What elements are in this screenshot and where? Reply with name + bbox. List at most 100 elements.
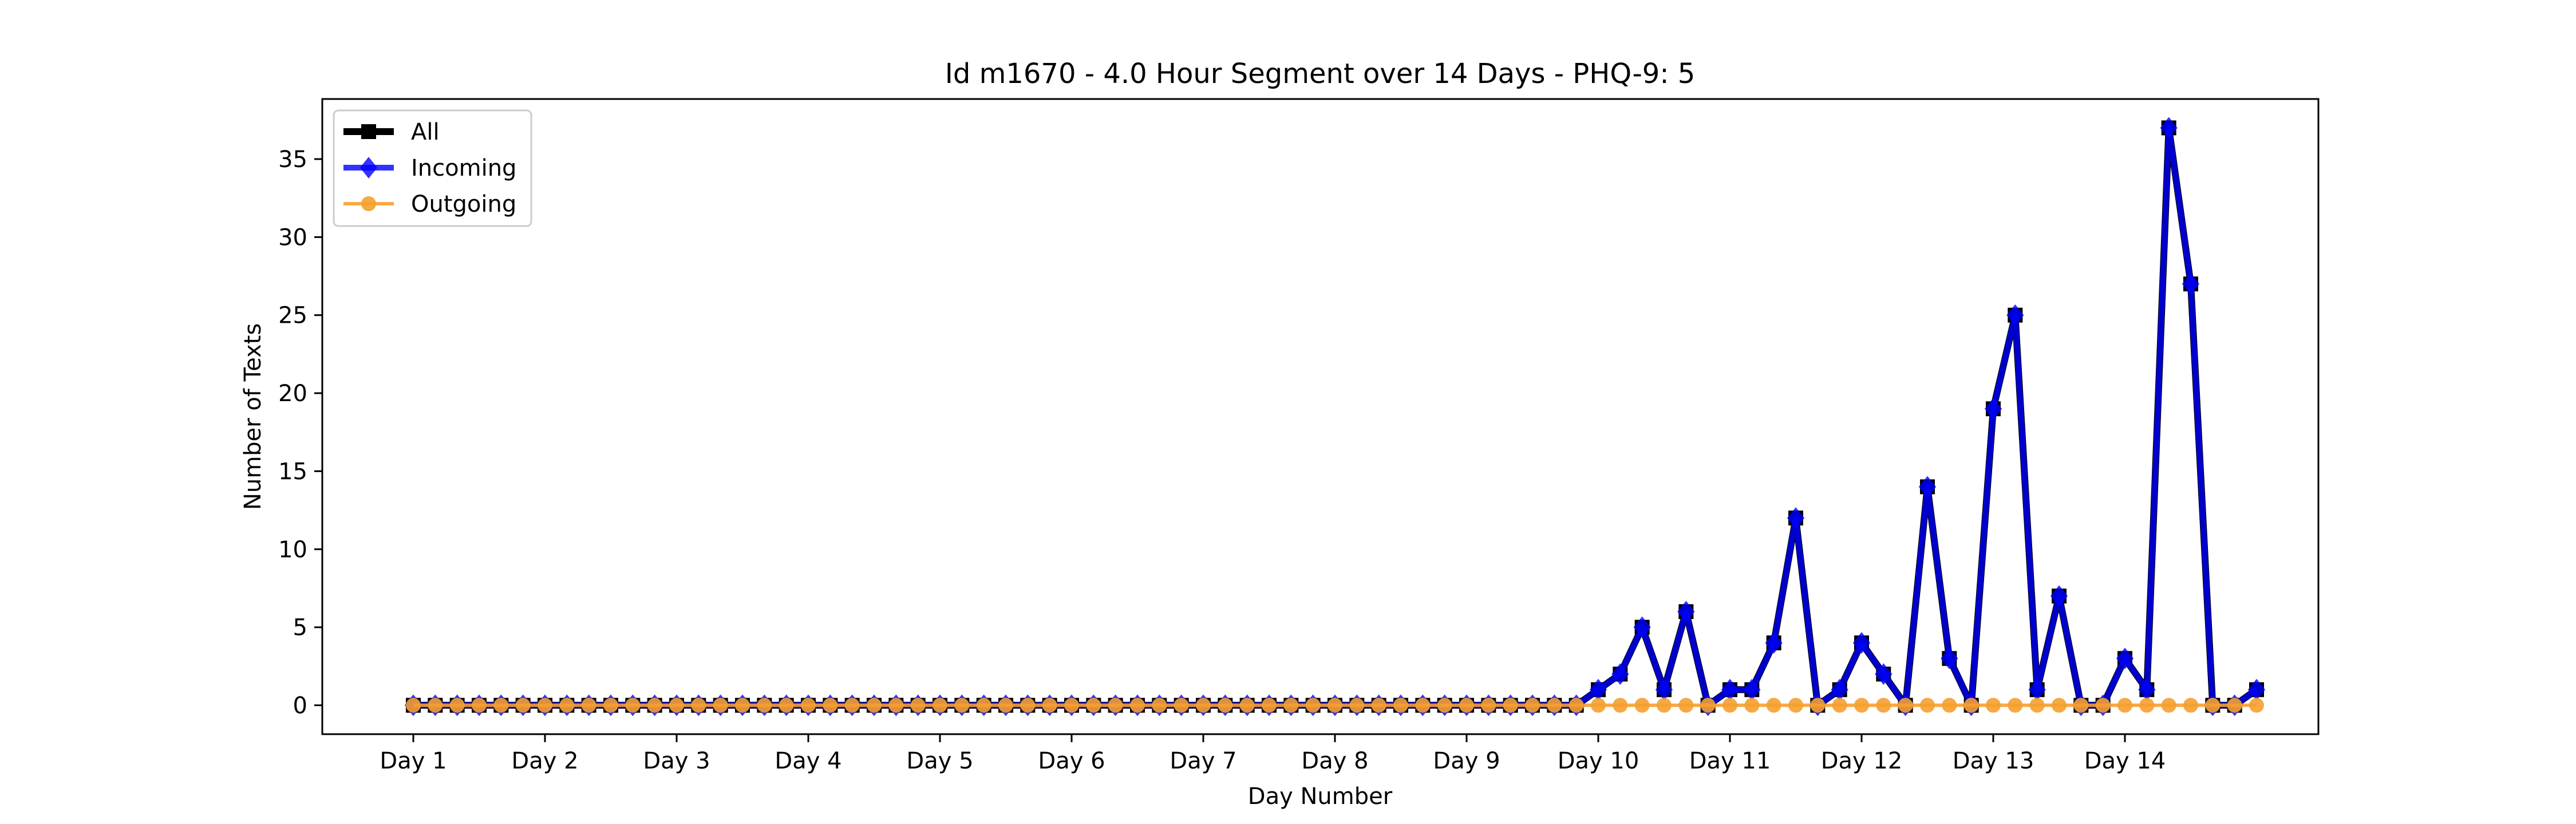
data-point-outgoing xyxy=(1700,698,1716,713)
data-point-outgoing xyxy=(1349,698,1365,713)
data-point-outgoing xyxy=(669,698,684,713)
data-point-incoming xyxy=(1765,632,1783,654)
data-point-outgoing xyxy=(1920,698,1935,713)
legend-label-incoming: Incoming xyxy=(411,155,516,181)
data-point-outgoing xyxy=(1832,698,1847,713)
data-point-incoming xyxy=(1633,616,1651,639)
data-point-incoming xyxy=(1831,679,1848,701)
data-point-outgoing xyxy=(1810,698,1826,713)
y-tick-label: 30 xyxy=(278,224,307,251)
chart-marks xyxy=(404,117,2266,716)
data-point-outgoing xyxy=(867,698,882,713)
x-tick-label: Day 11 xyxy=(1689,748,1771,774)
y-tick-label: 20 xyxy=(278,381,307,407)
data-point-incoming xyxy=(1941,647,1958,670)
data-point-outgoing xyxy=(1678,698,1694,713)
data-point-incoming xyxy=(2050,585,2068,607)
x-tick-label: Day 6 xyxy=(1038,748,1105,774)
legend: All Incoming Outgoing xyxy=(333,109,532,227)
data-point-outgoing xyxy=(581,698,596,713)
data-point-outgoing xyxy=(1437,698,1452,713)
data-point-outgoing xyxy=(1283,698,1299,713)
legend-marker-incoming xyxy=(359,157,378,179)
data-point-outgoing xyxy=(2052,698,2067,713)
data-point-outgoing xyxy=(559,698,575,713)
data-point-outgoing xyxy=(1218,698,1233,713)
legend-label-outgoing: Outgoing xyxy=(411,191,516,217)
data-point-outgoing xyxy=(1152,698,1167,713)
data-point-incoming xyxy=(2247,679,2266,701)
legend-marker-all xyxy=(361,124,376,139)
data-point-outgoing xyxy=(910,698,926,713)
data-point-outgoing xyxy=(449,698,465,713)
data-point-outgoing xyxy=(1305,698,1321,713)
data-point-outgoing xyxy=(1196,698,1211,713)
data-point-outgoing xyxy=(625,698,641,713)
y-tick-label: 0 xyxy=(293,693,307,719)
data-point-outgoing xyxy=(1788,698,1803,713)
data-point-incoming xyxy=(2006,304,2024,326)
data-point-outgoing xyxy=(1854,698,1869,713)
data-point-outgoing xyxy=(1393,698,1408,713)
y-tick-label: 5 xyxy=(293,615,307,641)
data-point-outgoing xyxy=(1459,698,1474,713)
legend-label-all: All xyxy=(411,119,440,145)
data-point-outgoing xyxy=(735,698,750,713)
data-point-incoming xyxy=(1611,663,1629,685)
data-point-outgoing xyxy=(1174,698,1189,713)
chart-title: Id m1670 - 4.0 Hour Segment over 14 Days… xyxy=(945,58,1696,90)
data-point-outgoing xyxy=(2205,698,2221,713)
data-point-incoming xyxy=(1875,663,1893,685)
x-tick-label: Day 3 xyxy=(643,748,710,774)
data-point-outgoing xyxy=(779,698,794,713)
data-point-incoming xyxy=(1918,476,1937,498)
data-point-outgoing xyxy=(1766,698,1781,713)
data-point-outgoing xyxy=(2183,698,2198,713)
y-axis-title: Number of Texts xyxy=(240,323,266,510)
data-point-outgoing xyxy=(1722,698,1737,713)
data-point-outgoing xyxy=(2227,698,2242,713)
data-point-incoming xyxy=(2028,679,2046,701)
data-point-outgoing xyxy=(1262,698,1277,713)
x-tick-label: Day 5 xyxy=(906,748,973,774)
data-point-incoming xyxy=(1787,507,1805,529)
data-point-outgoing xyxy=(515,698,531,713)
x-tick-label: Day 10 xyxy=(1558,748,1639,774)
data-point-outgoing xyxy=(801,698,816,713)
y-tick-label: 35 xyxy=(278,146,307,173)
data-point-outgoing xyxy=(1547,698,1562,713)
data-point-outgoing xyxy=(998,698,1013,713)
data-point-outgoing xyxy=(2095,698,2111,713)
data-point-incoming xyxy=(1677,601,1695,623)
data-point-outgoing xyxy=(691,698,706,713)
data-point-outgoing xyxy=(1942,698,1957,713)
legend-marker-outgoing xyxy=(361,196,376,211)
data-point-incoming xyxy=(1743,679,1761,701)
data-point-outgoing xyxy=(1415,698,1431,713)
data-point-outgoing xyxy=(2249,698,2264,713)
data-point-incoming xyxy=(2116,647,2134,670)
data-point-incoming xyxy=(1655,679,1673,701)
data-point-outgoing xyxy=(823,698,838,713)
legend-box xyxy=(333,109,532,227)
data-point-outgoing xyxy=(1042,698,1057,713)
data-point-incoming xyxy=(1721,679,1739,701)
data-point-outgoing xyxy=(406,698,421,713)
data-point-outgoing xyxy=(1963,698,1979,713)
data-point-outgoing xyxy=(933,698,947,713)
data-point-incoming xyxy=(1852,632,1871,654)
y-tick-label: 15 xyxy=(278,458,307,485)
data-point-outgoing xyxy=(757,698,772,713)
x-tick-label: Day 12 xyxy=(1821,748,1903,774)
x-axis-title: Day Number xyxy=(1248,783,1393,810)
x-axis: Day 1 Day 2 Day 3 Day 4 Day 5 Day 6 Day 7 Day 8… xyxy=(380,734,2166,774)
data-point-outgoing xyxy=(1130,698,1145,713)
series-outgoing xyxy=(406,698,2264,713)
data-point-outgoing xyxy=(1634,698,1650,713)
data-point-outgoing xyxy=(1327,698,1342,713)
data-point-outgoing xyxy=(1108,698,1123,713)
data-point-outgoing xyxy=(1591,698,1606,713)
data-point-outgoing xyxy=(1371,698,1386,713)
data-point-outgoing xyxy=(954,698,970,713)
data-point-outgoing xyxy=(493,698,509,713)
